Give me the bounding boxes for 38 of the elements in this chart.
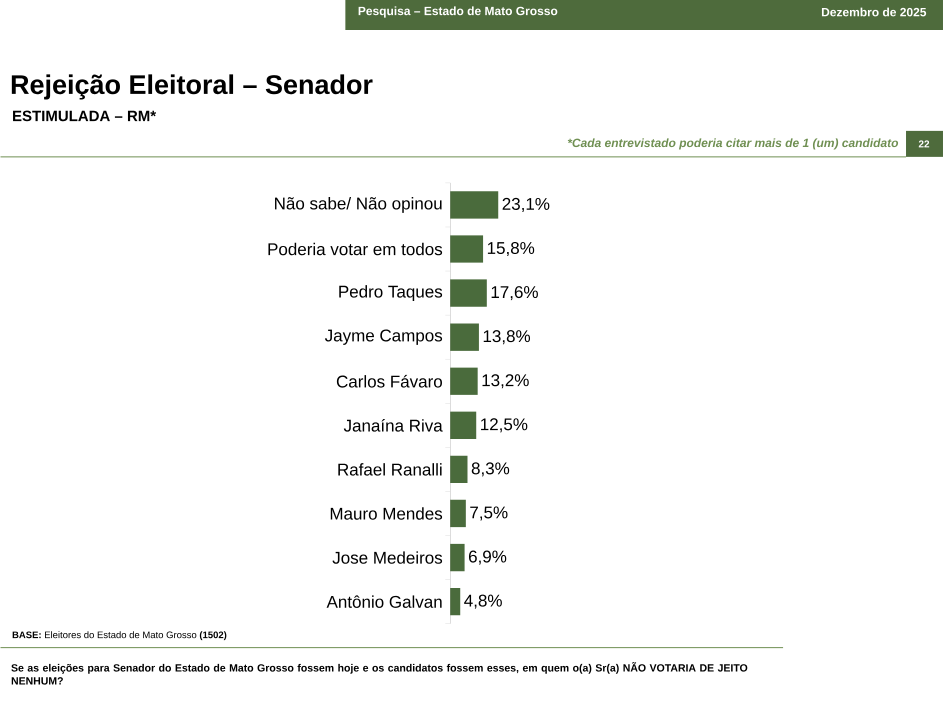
bar [450, 324, 479, 352]
y-tick-label: Pedro Taques [339, 285, 442, 302]
text: *Cada entrevistado poderia citar mais de 1 (um) candidato [568, 138, 898, 150]
text: BASE: Eleitores do Estado de Mato Grosso (1502) [12, 631, 226, 640]
data-label: 7,5% [470, 506, 508, 521]
bar [450, 500, 466, 528]
text: Se as eleições para Senador do Estado de Mato Grosso fossem hoje e os candidatos fossem esses, em quem o(a) Sr(a) NÃO VOTARIA DE JEITO NENHUM? [11, 662, 748, 685]
bar [450, 368, 478, 396]
data-label: 23,1% [502, 198, 550, 212]
y-tick-label: Poderia votar em todos [268, 242, 442, 256]
bar [450, 456, 468, 484]
y-tick-label: Antônio Galvan [326, 596, 442, 608]
y-tick-label: Janaína Riva [344, 419, 443, 432]
y-tick-label: Jose Medeiros [332, 552, 442, 564]
y-tick-label: Não sabe/ Não opinou [275, 197, 442, 214]
data-label: 6,9% [468, 550, 506, 565]
data-label: 12,5% [481, 418, 528, 433]
text: Rejeição Eleitoral – Senador [12, 74, 373, 100]
y-tick-label: Carlos Fávaro [336, 375, 442, 388]
data-label: 13,2% [482, 374, 529, 388]
data-label: 17,6% [492, 286, 538, 300]
text: ESTIMULADA – RM* [13, 110, 156, 122]
data-label: 4,8% [464, 594, 502, 609]
bar [450, 544, 465, 572]
data-label: 13,8% [484, 330, 530, 344]
y-tick-label: Mauro Mendes [330, 507, 442, 520]
data-label: 8,3% [472, 462, 510, 477]
text: Pesquisa – Estado de Mato Grosso [358, 6, 558, 18]
bar [450, 588, 460, 616]
text: Dezembro de 2025 [822, 8, 926, 17]
y-tick-label: Jayme Campos [324, 330, 442, 346]
text: 22 [918, 140, 930, 148]
bar [450, 236, 484, 263]
data-label: 15,8% [488, 242, 534, 256]
bar [450, 412, 476, 440]
bar [450, 191, 498, 219]
bar [450, 280, 487, 307]
y-tick-label: Rafael Ranalli [338, 463, 442, 476]
